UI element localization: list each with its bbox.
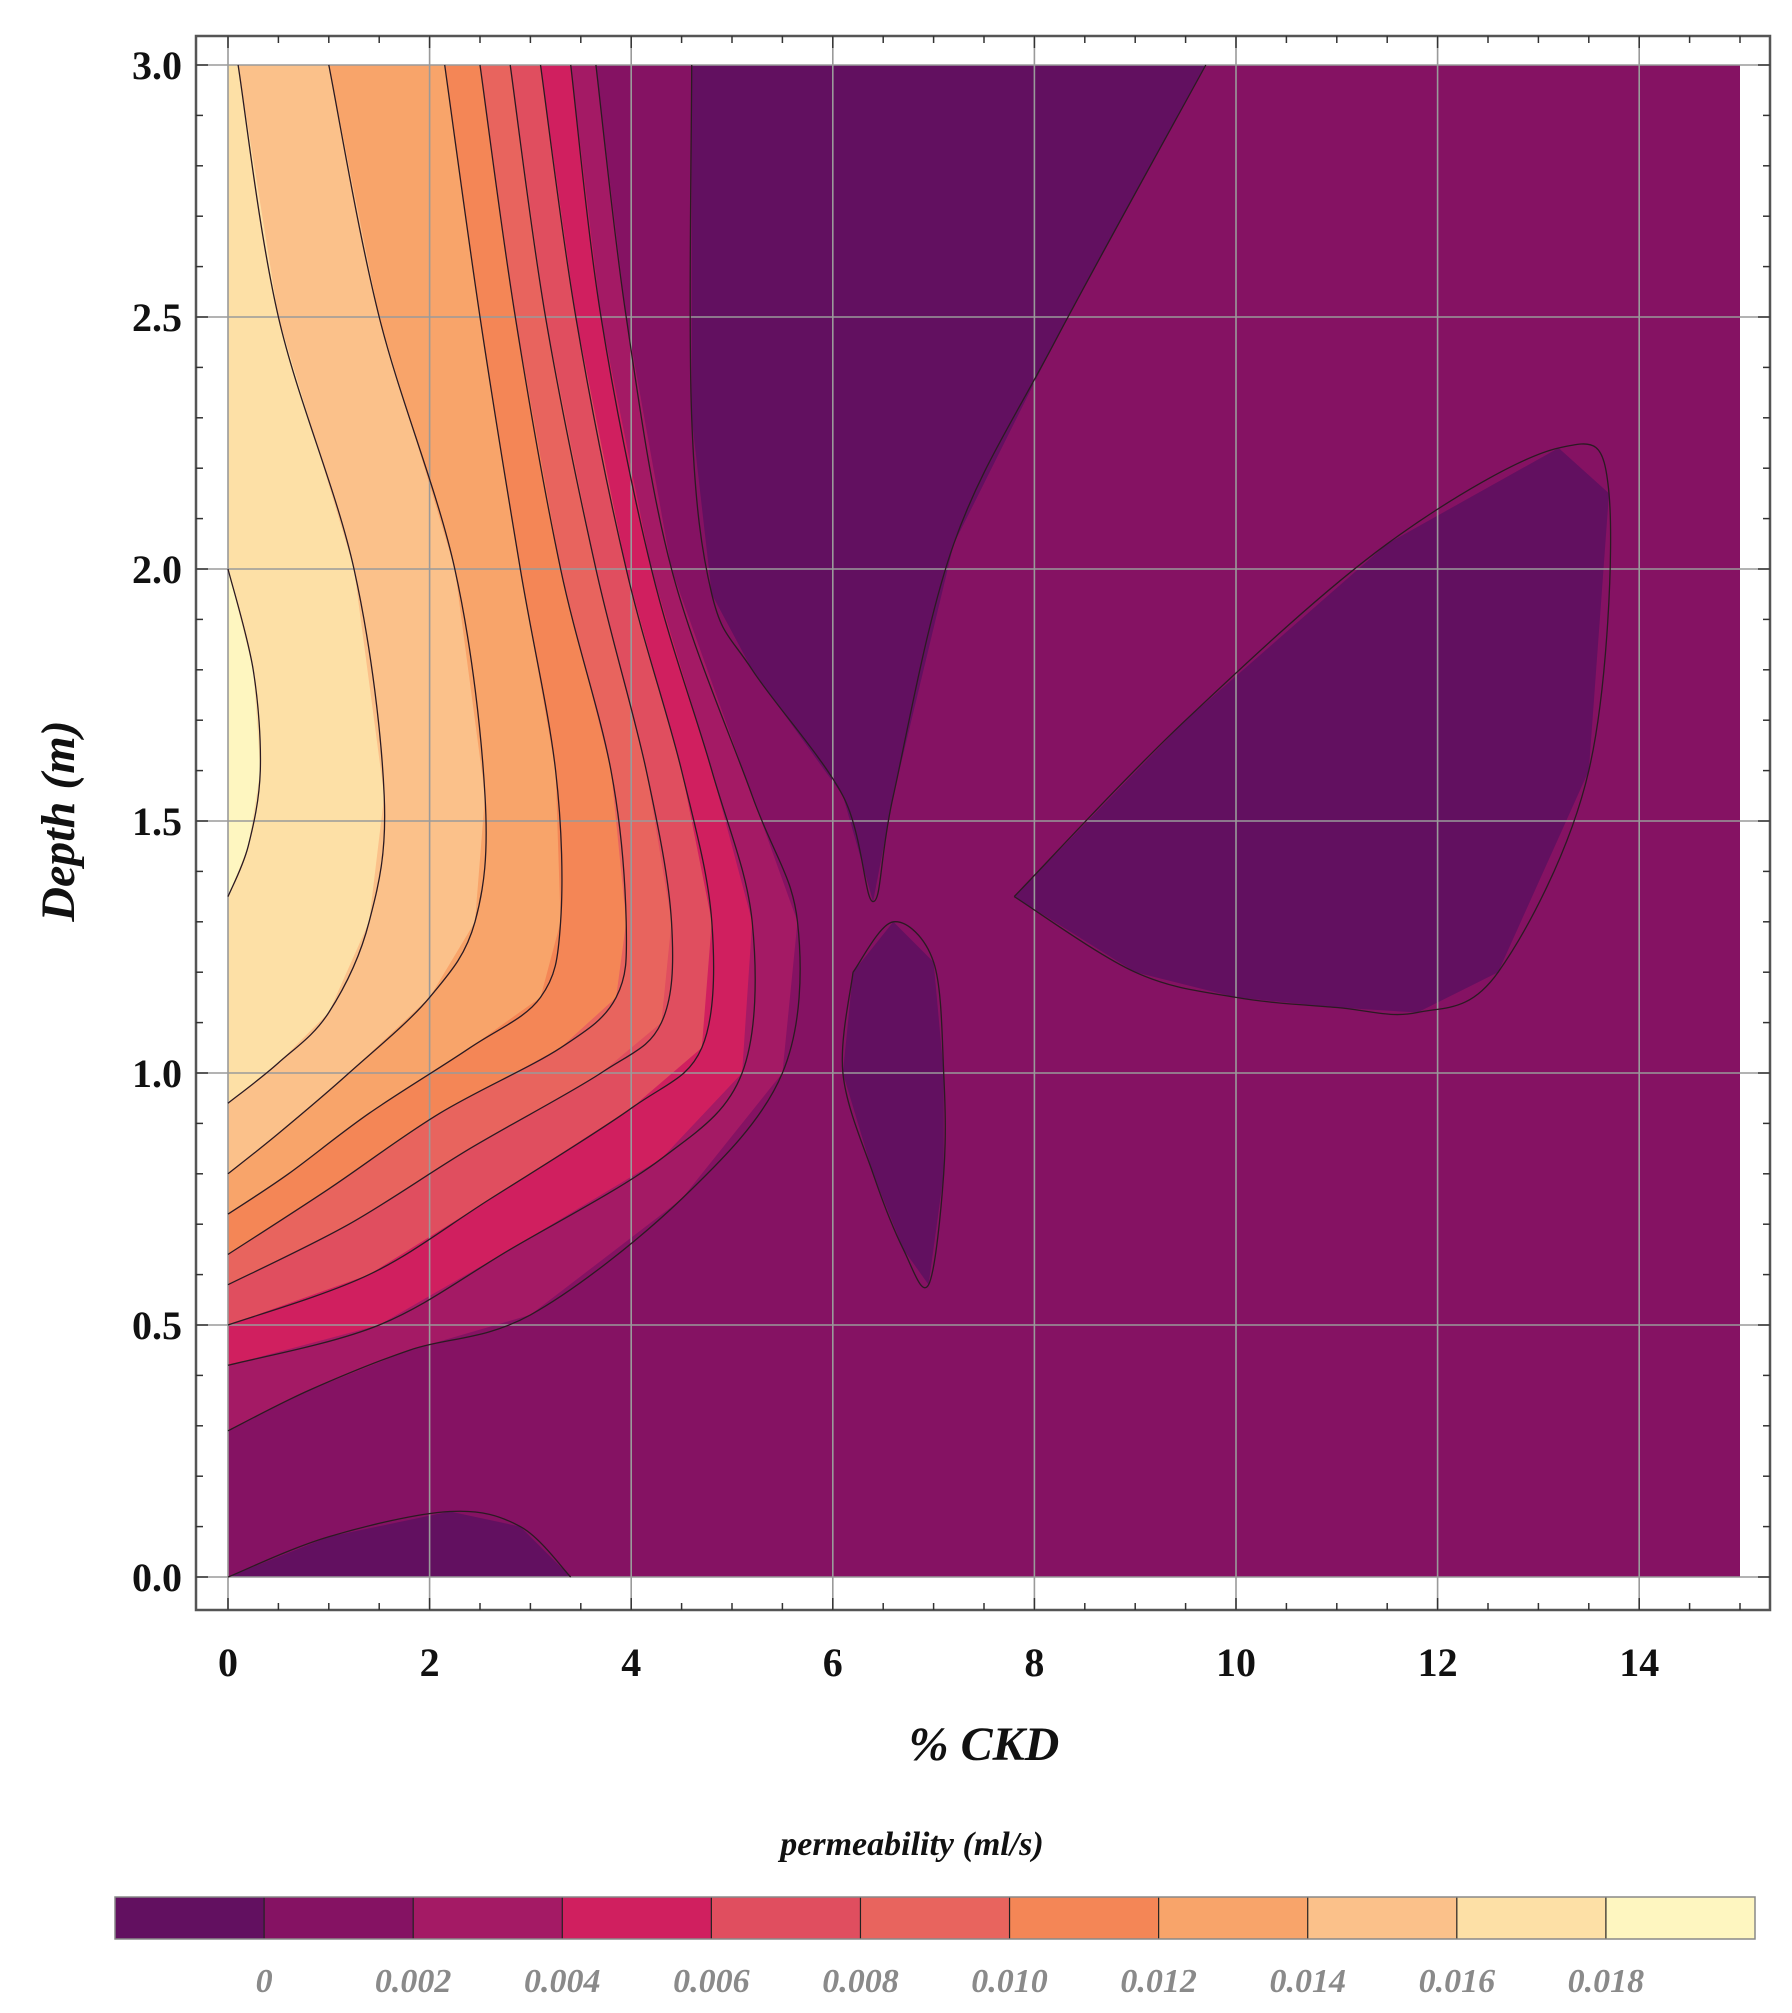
x-tick-label: 8 <box>1024 1640 1044 1685</box>
contour-line <box>841 921 946 1289</box>
colorbar-swatch <box>264 1897 414 1939</box>
x-axis-title: % CKD <box>909 1718 1060 1771</box>
colorbar-tick-label: 0.006 <box>673 1963 750 2000</box>
colorbar-swatch <box>711 1897 861 1939</box>
colorbar: 0 0.002 0.004 0.006 0.008 0.010 0.012 0.014 0.01… <box>114 1896 1756 2000</box>
contour-line <box>227 64 487 1175</box>
contour-line <box>227 64 563 1215</box>
x-tick-label: 2 <box>420 1640 440 1685</box>
island-fill-top <box>691 65 1206 902</box>
x-tick-label: 6 <box>823 1640 843 1685</box>
level-fill-0.018 <box>228 569 261 897</box>
island-fill-center <box>842 921 944 1285</box>
colorbar-swatch <box>413 1897 563 1939</box>
x-tick-label: 4 <box>621 1640 641 1685</box>
colorbar-tick-label: 0.018 <box>1568 1963 1645 2000</box>
x-tick-label: 12 <box>1418 1640 1458 1685</box>
colorbar-tick-label: 0.016 <box>1419 1963 1496 2000</box>
contour-line <box>227 64 756 1366</box>
colorbar-tick-label: 0.002 <box>375 1963 452 2000</box>
contour-line <box>227 64 801 1432</box>
y-tick-label: 3.0 <box>132 43 182 88</box>
contour-line <box>227 64 674 1286</box>
colorbar-swatch <box>1009 1897 1159 1939</box>
island-fill-right <box>1014 448 1609 1013</box>
contour-line <box>227 64 628 1255</box>
contour-line <box>227 568 262 897</box>
colorbar-title: permeability (ml/s) <box>777 1826 1043 1863</box>
colorbar-swatch <box>1158 1897 1308 1939</box>
colorbar-swatch <box>1605 1897 1755 1939</box>
y-tick-label: 0.5 <box>132 1303 182 1348</box>
y-tick-label: 2.0 <box>132 547 182 592</box>
colorbar-border <box>114 1896 1756 1940</box>
island-fill-bottom <box>228 1511 571 1577</box>
axis-ticks: 0 2 4 6 8 10 12 14 0.0 0.5 1.0 1.5 2.0 2.5 3.0 <box>132 36 1770 1685</box>
colorbar-swatch <box>860 1897 1010 1939</box>
contour-line <box>1013 443 1612 1016</box>
colorbar-swatch <box>1307 1897 1457 1939</box>
contour-line <box>227 1510 572 1578</box>
colorbar-swatch <box>1456 1897 1606 1939</box>
colorbar-tick-label: 0.008 <box>822 1963 899 2000</box>
plot-area <box>194 34 1772 1612</box>
colorbar-tick-label: 0.010 <box>971 1963 1048 2000</box>
contour-line <box>227 64 715 1326</box>
colorbar-tick-label: 0.004 <box>524 1963 601 2000</box>
colorbar-swatch <box>562 1897 712 1939</box>
x-tick-label: 10 <box>1216 1640 1256 1685</box>
y-tick-label: 2.5 <box>132 295 182 340</box>
contour-line <box>689 64 1207 903</box>
colorbar-tick-label: 0.014 <box>1269 1963 1346 2000</box>
x-tick-label: 14 <box>1619 1640 1659 1685</box>
colorbar-swatch <box>115 1897 265 1939</box>
y-tick-label: 1.5 <box>132 799 182 844</box>
x-tick-label: 0 <box>218 1640 238 1685</box>
contour-line <box>227 64 386 1104</box>
y-tick-label: 0.0 <box>132 1555 182 1600</box>
y-axis-title: Depth (m) <box>32 720 85 922</box>
y-tick-label: 1.0 <box>132 1051 182 1096</box>
colorbar-tick-label: 0.012 <box>1120 1963 1197 2000</box>
colorbar-tick-label: 0 <box>256 1963 273 2000</box>
